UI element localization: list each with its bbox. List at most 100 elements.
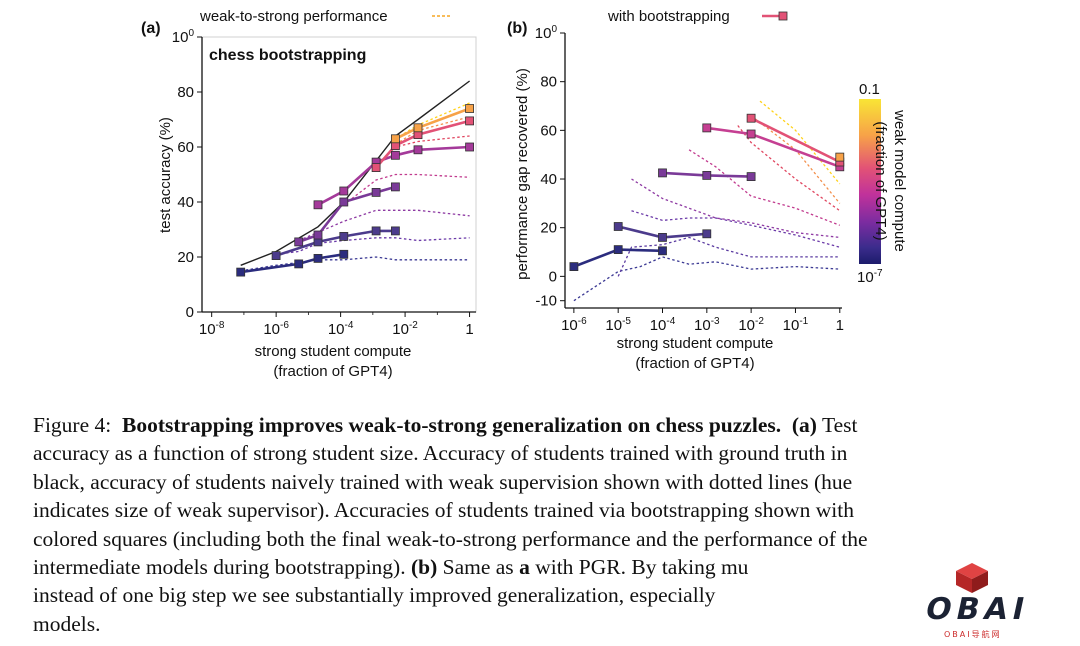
bootstrap-point [613,245,623,255]
bootstrap-point [339,249,349,259]
bootstrap-point [746,113,756,123]
y-tick-label-b: 100 [535,24,558,42]
bootstrap-point [746,129,756,139]
y-tick-label-b: 40 [540,171,557,188]
bootstrap-point [339,186,349,196]
bootstrap-point [746,172,756,182]
y-tick-label-b: 80 [540,74,557,91]
caption-line-4: indicates size of weak supervisor). Accu… [33,498,854,523]
caption-line-8: models. [33,611,101,636]
legend-b-marker [778,11,788,21]
y-tick-label-a: 60 [177,139,194,156]
colorbar-bottom-label: 10-7 [857,268,883,286]
bootstrap-point [339,231,349,241]
x-tick-label-a: 10-2 [392,320,418,338]
x-tick-label-b: 10-5 [605,316,631,334]
bootstrap-point [413,123,423,133]
bootstrap-point [658,168,667,178]
x-tick-label-b: 1 [836,317,844,334]
y-tick-label-b: -10 [535,293,557,310]
y-tick-label-a: 100 [172,28,195,46]
weak-supervision-dotted-line [631,178,840,239]
x-axis-b-label-2: (fraction of GPT4) [635,355,754,372]
x-axis-a-label-2: (fraction of GPT4) [273,363,392,380]
bootstrap-point [658,232,667,242]
legend-b-label: with bootstrapping [607,8,730,25]
bootstrap-line [240,253,345,274]
bootstrap-point [294,259,304,269]
weak-supervision-dotted-line [688,149,841,226]
figure: 10-8 10-6 10-4 10-2 1 0 20 40 60 80 100 (a) chess … [141,8,908,380]
caption-ref-a: a [519,555,530,580]
colorbar-sublabel: (fraction of GPT4) [872,121,889,240]
figure-label: Figure 4: [33,413,112,437]
chart-b: 10-6 10-5 10-4 10-3 10-2 10-1 1 -10 0 20 40 60 80 100… [507,8,908,372]
bootstrap-point [390,150,400,160]
x-axis-a-label-1: strong student compute [255,343,412,360]
bootstrap-point [313,253,323,263]
x-tick-label-b: 10-2 [738,316,764,334]
watermark: OBAI OBAI导航网 [872,552,1080,646]
figure-caption: Figure 4: Bootstrapping improves weak-to… [33,411,1058,638]
caption-line-1: Figure 4: Bootstrapping improves weak-to… [33,411,1058,439]
bootstrap-point [569,262,579,272]
bootstrap-point [271,251,281,261]
weak-supervision-dotted-line [617,236,840,277]
y-axis-b-label: performance gap recovered (%) [514,68,531,280]
y-tick-label-a: 20 [177,249,194,266]
caption-line-7: instead of one big step we see substanti… [33,583,716,608]
bootstrap-point [390,226,400,236]
watermark-subtext: OBAI导航网 [944,630,1002,639]
panel-a-label: (a) [141,20,161,37]
y-tick-label-a: 40 [177,194,194,211]
x-axis-b-label-1: strong student compute [617,335,774,352]
bootstrap-point [465,142,475,152]
bootstrap-point [313,230,323,240]
weak-supervision-dotted-line [573,256,840,302]
caption-line-1-tail: Test [821,413,858,437]
bootstrap-point [390,182,400,192]
x-tick-label-b: 10-1 [783,316,809,334]
ticks-a: 10-8 10-6 10-4 10-2 1 0 20 40 60 80 100 [172,28,474,338]
caption-line-3: black, accuracy of students naively trai… [33,469,853,494]
bootstrap-point [339,197,349,207]
weak-supervision-dotted-line [750,115,841,204]
caption-panel-b-ref: (b) [410,555,438,580]
bootstrap-point [702,123,712,133]
x-tick-label-b: 10-4 [650,316,676,334]
weak-supervision-dotted-line [240,256,470,272]
bootstrap-line [375,119,470,169]
watermark-cube-icon [956,563,988,593]
caption-line-6-a: intermediate models during bootstrapping… [33,555,406,580]
x-tick-label-a: 10-6 [263,320,289,338]
chart-a-title: chess bootstrapping [209,47,366,64]
caption-line-6-c: with PGR. By taking mu [535,555,749,580]
x-tick-label-a: 10-4 [328,320,354,338]
weak-supervision-dotted-line [759,100,841,185]
bootstrap-point [371,163,381,173]
bootstrap-point [835,152,845,162]
weak-supervision-dotted-line [631,210,840,248]
colorbar-top-label: 0.1 [859,81,880,98]
y-tick-label-b: 0 [549,268,557,285]
caption-line-5: colored squares (including both the fina… [33,526,868,551]
bootstrap-point [313,200,323,210]
bootstrap-point [613,222,623,231]
legend-a-label: weak-to-strong performance [199,8,388,25]
caption-line-6: intermediate models during bootstrapping… [33,553,1058,581]
caption-line-2: accuracy as a function of strong student… [33,441,848,466]
caption-title: Bootstrapping improves weak-to-strong ge… [121,413,782,437]
bootstrap-point [390,134,400,144]
watermark-text: OBAI [922,592,1033,627]
bootstrap-point [294,237,304,247]
colorbar-label: weak model compute [891,109,908,252]
y-axis-a-label: test accuracy (%) [157,117,174,233]
bootstrap-line [750,117,841,164]
y-tick-label-a: 0 [186,304,194,321]
x-tick-label-a: 1 [465,321,473,338]
chart-a: 10-8 10-6 10-4 10-2 1 0 20 40 60 80 100 (a) chess … [141,8,477,380]
x-tick-label-a: 10-8 [199,320,225,338]
bootstrap-point [413,145,423,155]
plot-a-series [236,80,475,277]
ticks-b: 10-6 10-5 10-4 10-3 10-2 10-1 1 -10 0 20 40 60 80 100 [535,24,844,334]
